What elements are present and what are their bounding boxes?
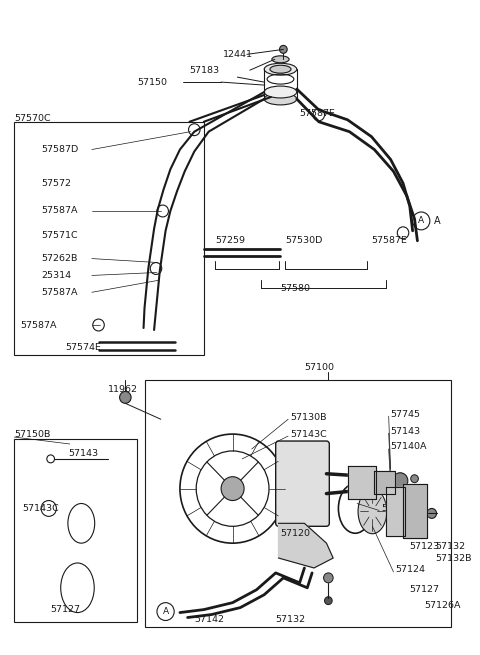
Text: 57100: 57100 (304, 363, 335, 372)
Circle shape (120, 392, 131, 403)
Ellipse shape (358, 489, 387, 534)
Text: 57143: 57143 (391, 426, 421, 436)
Circle shape (427, 508, 437, 518)
Text: 57570C: 57570C (14, 114, 51, 123)
Text: 57143C: 57143C (22, 504, 59, 513)
Text: 57183: 57183 (190, 66, 220, 75)
Text: 57126A: 57126A (424, 601, 461, 610)
Text: 57127: 57127 (51, 605, 81, 614)
Circle shape (279, 45, 287, 53)
Text: 57259: 57259 (216, 236, 245, 245)
Bar (14, 439, 137, 622)
Circle shape (324, 573, 333, 583)
Ellipse shape (272, 56, 289, 63)
Text: A: A (418, 216, 424, 225)
Text: 57123: 57123 (410, 542, 440, 551)
Ellipse shape (270, 66, 291, 73)
Text: 57572: 57572 (41, 179, 71, 188)
Circle shape (393, 473, 408, 489)
Text: 57127: 57127 (410, 586, 440, 594)
Text: 57143: 57143 (68, 449, 98, 458)
Text: 57587A: 57587A (20, 320, 57, 329)
Text: 57115: 57115 (381, 504, 411, 513)
Circle shape (324, 597, 332, 605)
Text: A: A (434, 216, 440, 226)
Text: 57571C: 57571C (41, 231, 78, 240)
Text: 57150: 57150 (137, 77, 167, 86)
Text: 57132: 57132 (436, 542, 466, 551)
Bar (144, 379, 451, 627)
Text: 57530D: 57530D (285, 236, 323, 245)
Circle shape (411, 475, 419, 483)
Ellipse shape (264, 93, 297, 105)
FancyBboxPatch shape (276, 441, 329, 527)
Polygon shape (374, 471, 396, 494)
Text: 12441: 12441 (223, 50, 253, 59)
Polygon shape (278, 523, 333, 568)
Text: 57120: 57120 (280, 529, 311, 538)
Ellipse shape (264, 64, 297, 75)
Polygon shape (348, 466, 376, 498)
Ellipse shape (264, 86, 297, 98)
Text: 57574E: 57574E (65, 343, 101, 352)
Text: 57140A: 57140A (391, 443, 427, 451)
Polygon shape (386, 487, 405, 536)
Text: 57130B: 57130B (290, 413, 326, 422)
Circle shape (221, 477, 244, 500)
Text: 57143C: 57143C (290, 430, 327, 439)
Polygon shape (403, 483, 427, 538)
Text: 57142: 57142 (194, 615, 224, 624)
Text: 57132B: 57132B (436, 553, 472, 563)
Text: 57587A: 57587A (41, 206, 78, 215)
Text: 57745: 57745 (391, 410, 420, 419)
Text: A: A (163, 607, 168, 616)
Text: 57150B: 57150B (14, 430, 51, 439)
Text: 11962: 11962 (108, 385, 138, 394)
Text: 57124: 57124 (396, 565, 425, 574)
Text: 57587D: 57587D (41, 145, 78, 154)
Text: 57587E: 57587E (372, 236, 408, 245)
Text: 57262B: 57262B (41, 254, 77, 263)
Text: 57587E: 57587E (300, 109, 336, 119)
Text: 25314: 25314 (41, 271, 71, 280)
Text: 57587A: 57587A (41, 288, 78, 297)
Text: 57580: 57580 (280, 284, 311, 293)
Text: 57132: 57132 (276, 615, 306, 624)
Bar (14, 122, 204, 355)
